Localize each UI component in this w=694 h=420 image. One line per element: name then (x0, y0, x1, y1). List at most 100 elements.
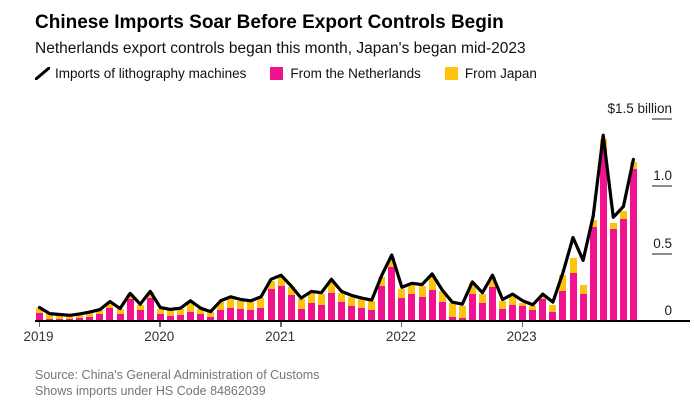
bar-segment-netherlands (156, 314, 164, 321)
bar-segment-netherlands (448, 316, 456, 321)
y-axis-tick (652, 185, 672, 188)
x-axis-year-label: 2022 (385, 329, 416, 344)
legend-item-netherlands: From the Netherlands (270, 66, 421, 81)
bar-segment-japan (187, 302, 194, 312)
bar-segment-netherlands (126, 299, 134, 321)
bar-segment-japan (297, 299, 305, 309)
bar-segment-japan (599, 139, 607, 149)
legend-label-total: Imports of lithography machines (55, 66, 247, 81)
source-line: Source: China's General Administration o… (35, 368, 320, 382)
bar-segment-netherlands (317, 304, 325, 321)
chart-title: Chinese Imports Soar Before Export Contr… (35, 12, 504, 33)
x-axis-tick (400, 321, 403, 327)
bar-segment-japan (438, 291, 446, 303)
bar-segment-japan (287, 287, 295, 296)
bar-segment-netherlands (338, 302, 345, 321)
bar-segment-netherlands (619, 218, 627, 321)
bar-segment-japan (237, 300, 245, 309)
bar-segment-netherlands (348, 306, 356, 321)
legend-label-netherlands: From the Netherlands (290, 66, 421, 81)
bar-segment-japan (348, 296, 356, 307)
bar-segment-netherlands (468, 294, 476, 321)
bar-segment-japan (116, 309, 124, 314)
bar-segment-netherlands (378, 285, 386, 321)
bar-segment-japan (398, 288, 406, 299)
y-axis-tick (652, 252, 672, 255)
bar-segment-japan (499, 300, 507, 309)
bar-segment-netherlands (629, 168, 637, 321)
bar-segment-netherlands (207, 316, 215, 321)
bar-segment-japan (468, 283, 476, 295)
bar-segment-japan (76, 314, 84, 319)
bar-segment-netherlands (106, 307, 114, 321)
x-axis-tick (159, 321, 161, 327)
bar-segment-japan (358, 299, 366, 308)
bar-segment-japan (539, 295, 547, 300)
bar-segment-netherlands (489, 287, 496, 321)
x-axis-year-label: 2023 (506, 329, 537, 344)
bar-segment-japan (478, 294, 486, 304)
legend-item-japan: From Japan (444, 66, 537, 81)
bar-segment-japan (86, 312, 94, 317)
x-axis-tick (38, 321, 40, 327)
bar-segment-japan (267, 280, 275, 289)
hs-code-line: Shows imports under HS Code 84862039 (35, 383, 266, 398)
bar-segment-japan (106, 302, 114, 308)
bar-segment-japan (549, 304, 557, 312)
bar-segment-japan (388, 257, 396, 268)
bar-segment-netherlands (428, 290, 436, 321)
bar-segment-netherlands (539, 299, 547, 321)
bar-segment-netherlands (478, 303, 486, 321)
x-axis-line (35, 320, 690, 322)
bar-segment-netherlands (257, 307, 265, 321)
bar-segment-netherlands (358, 307, 366, 321)
bar-segment-japan (458, 305, 466, 318)
bar-segment-japan (176, 308, 184, 315)
bar-segment-japan (509, 295, 517, 305)
bar-segment-japan (217, 302, 225, 311)
bar-segment-japan (207, 312, 215, 317)
bar-segment-netherlands (438, 302, 446, 321)
bar-segment-japan (378, 276, 386, 286)
bar-segment-japan (156, 308, 164, 315)
legend-label-japan: From Japan (464, 66, 537, 81)
bar-segment-japan (56, 315, 64, 320)
bar-segment-netherlands (398, 298, 406, 321)
chart-legend: Imports of lithography machines From the… (34, 66, 537, 81)
bar-segment-japan (408, 284, 416, 295)
bar-segment-netherlands (327, 292, 335, 321)
y-axis-label: 0.5 (653, 235, 672, 251)
bar-segment-netherlands (287, 295, 295, 321)
legend-item-total: Imports of lithography machines (34, 66, 247, 81)
bar-segment-netherlands (569, 272, 577, 321)
bar-segment-japan (46, 314, 54, 319)
x-axis-tick (521, 321, 524, 327)
bar-segment-netherlands (579, 294, 587, 321)
bar-segment-netherlands (96, 314, 104, 321)
japan-swatch-icon (444, 67, 458, 80)
bar-segment-japan (529, 306, 537, 311)
bar-segment-japan (619, 210, 627, 219)
bar-segment-japan (338, 292, 345, 303)
bar-segment-japan (146, 292, 154, 299)
source-note: Source: China's General Administration o… (35, 368, 319, 399)
bar-segment-japan (197, 308, 205, 315)
bar-segment-netherlands (307, 303, 315, 321)
bar-segment-netherlands (458, 317, 466, 321)
bar-segment-japan (559, 275, 567, 292)
bar-segment-japan (136, 305, 144, 311)
bar-segment-netherlands (176, 314, 184, 321)
bar-segment-japan (126, 294, 134, 300)
bar-segment-netherlands (146, 298, 154, 321)
bar-segment-japan (327, 280, 335, 293)
y-axis-tick (652, 118, 672, 120)
bar-segment-netherlands (418, 296, 426, 321)
bar-segment-japan (368, 301, 376, 310)
netherlands-swatch-icon (270, 67, 284, 80)
line-marker-icon (34, 66, 51, 81)
bar-segment-netherlands (197, 314, 205, 321)
bar-segment-netherlands (408, 294, 416, 321)
bar-segment-japan (589, 220, 597, 227)
